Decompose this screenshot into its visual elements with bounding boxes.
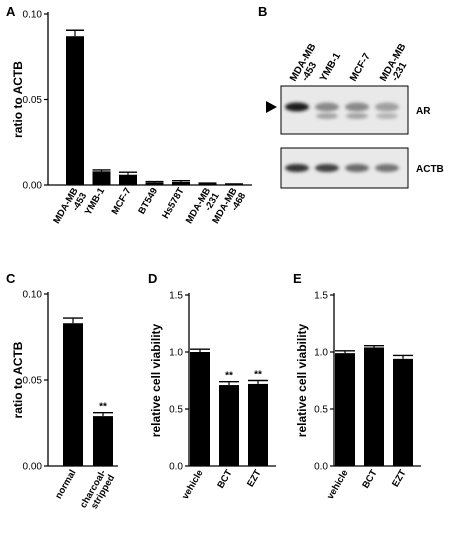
- band-actb-3: [375, 164, 399, 172]
- y-tick-label: 0.10: [23, 10, 43, 21]
- band-ar-1: [315, 102, 339, 112]
- bar-a-1: [92, 171, 111, 185]
- y-tick-label: 0.5: [169, 405, 183, 416]
- y-tick-label: 0.00: [23, 462, 43, 473]
- band-ar-lower-3: [376, 113, 398, 119]
- significance-mark: **: [254, 370, 262, 381]
- y-tick-label: 0.05: [23, 376, 43, 387]
- y-tick-label: 0.10: [23, 290, 43, 301]
- y-tick-label: 0.05: [23, 95, 43, 106]
- category-label: vehicle: [325, 468, 351, 501]
- bar-a-5: [198, 183, 217, 185]
- y-tick-label: 1.5: [169, 291, 183, 302]
- blot-label-actb: ACTB: [416, 164, 444, 175]
- band-ar-3: [375, 102, 399, 112]
- lane-label-2: MCF-7: [348, 51, 373, 83]
- bar-e-0: [335, 353, 355, 466]
- bar-a-4: [172, 181, 190, 185]
- blot-label-ar: AR: [416, 106, 431, 117]
- bar-a-2: [119, 174, 137, 185]
- panel-label-b: B: [258, 4, 267, 19]
- category-label: BT549: [136, 186, 160, 216]
- panel-label-e: E: [293, 271, 302, 286]
- y-tick-label: 1.0: [314, 348, 328, 359]
- category-label: normal: [53, 468, 78, 501]
- lane-label-1: YMB-1: [318, 51, 343, 84]
- y-tick-label: 0.0: [314, 462, 328, 473]
- panel-label-a: A: [6, 4, 16, 19]
- y-tick-label: 1.0: [169, 348, 183, 359]
- category-label: Hs578T: [160, 186, 187, 221]
- bar-c-0: [63, 323, 83, 466]
- panel-label-d: D: [148, 271, 157, 286]
- category-label: vehicle: [180, 468, 206, 501]
- band-actb-1: [315, 164, 339, 172]
- panel-label-c: C: [6, 271, 16, 286]
- bar-e-1: [364, 347, 384, 466]
- chart-panel-c: 0.00 0.05 0.10 ratio to ACTB normal ** charcoa…: [11, 290, 118, 515]
- band-actb-2: [345, 164, 369, 172]
- category-label: EZT: [245, 468, 264, 489]
- y-tick-label: 1.5: [314, 291, 328, 302]
- bar-e-2: [393, 358, 413, 466]
- chart-panel-d: 0.0 0.5 1.0 1.5 relative cell viability vehic…: [149, 291, 276, 501]
- band-ar-0: [285, 102, 309, 112]
- bar-a-0: [66, 36, 84, 186]
- significance-mark: **: [225, 371, 233, 382]
- bar-d-2: [248, 383, 268, 466]
- band-ar-2: [345, 102, 369, 112]
- significance-mark: **: [99, 402, 107, 413]
- category-label: charcoal-stripped: [78, 468, 117, 515]
- ar-band-arrow-icon: [266, 101, 277, 113]
- lane-label-0: MDA-MB-453: [288, 42, 327, 89]
- category-label: MDA-MB-468: [210, 186, 248, 231]
- band-ar-lower-1: [316, 113, 338, 119]
- bar-c-1: [93, 416, 113, 466]
- y-axis-title: ratio to ACTB: [11, 341, 25, 418]
- y-axis-title: ratio to ACTB: [11, 61, 25, 138]
- bar-d-1: [219, 385, 239, 466]
- lane-label-3: MDA-MB-231: [378, 42, 417, 89]
- bar-d-0: [190, 352, 210, 466]
- y-tick-label: 0.5: [314, 405, 328, 416]
- y-axis-title: relative cell viability: [295, 323, 309, 437]
- category-label: EZT: [390, 468, 409, 489]
- bar-a-3: [145, 182, 164, 185]
- y-tick-label: 0.0: [169, 462, 183, 473]
- category-label: MCF-7: [110, 186, 134, 217]
- chart-panel-e: 0.0 0.5 1.0 1.5 relative cell viability vehic…: [295, 291, 421, 501]
- category-label: BCT: [215, 468, 234, 491]
- category-label: BCT: [360, 468, 379, 491]
- y-tick-label: 0.00: [23, 181, 43, 192]
- band-ar-lower-2: [346, 113, 368, 119]
- band-actb-0: [285, 164, 309, 172]
- y-axis-title: relative cell viability: [149, 323, 163, 437]
